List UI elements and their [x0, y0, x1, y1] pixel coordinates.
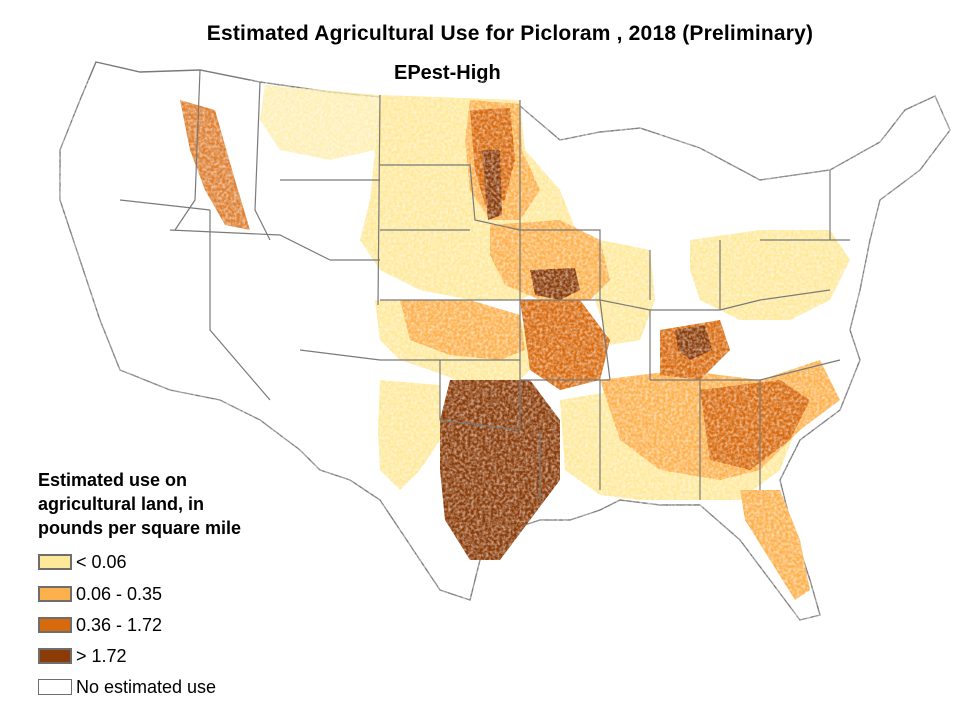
legend-item-none: No estimated use [38, 676, 216, 698]
map-title: Estimated Agricultural Use for Picloram … [206, 22, 814, 45]
legend-title-line-2: agricultural land, in [38, 494, 205, 514]
legend-item-low: < 0.06 [38, 551, 127, 573]
legend-swatch-high [38, 617, 72, 633]
legend-title-line-3: pounds per square mile [38, 518, 242, 538]
legend-swatch-none [38, 679, 72, 695]
state-borders [119, 69, 850, 500]
legend-label-high: 0.36 - 1.72 [76, 614, 163, 635]
legend-label-mid: 0.06 - 0.35 [76, 583, 163, 604]
legend-item-very-high: > 1.72 [38, 645, 127, 667]
legend-label-none: No estimated use [76, 676, 217, 697]
legend-item-high: 0.36 - 1.72 [38, 614, 162, 636]
legend-item-mid: 0.06 - 0.35 [38, 583, 162, 605]
legend-swatch-very-high [38, 648, 72, 664]
legend-label-very-high: > 1.72 [76, 645, 127, 666]
legend-swatch-low [38, 554, 72, 570]
legend-title-line-1: Estimated use on [38, 470, 188, 490]
map-subtitle: EPest-High [394, 62, 501, 84]
legend-title: Estimated use on agricultural land, in p… [38, 468, 241, 540]
legend-label-low: < 0.06 [76, 551, 127, 572]
legend-swatch-mid [38, 586, 72, 602]
